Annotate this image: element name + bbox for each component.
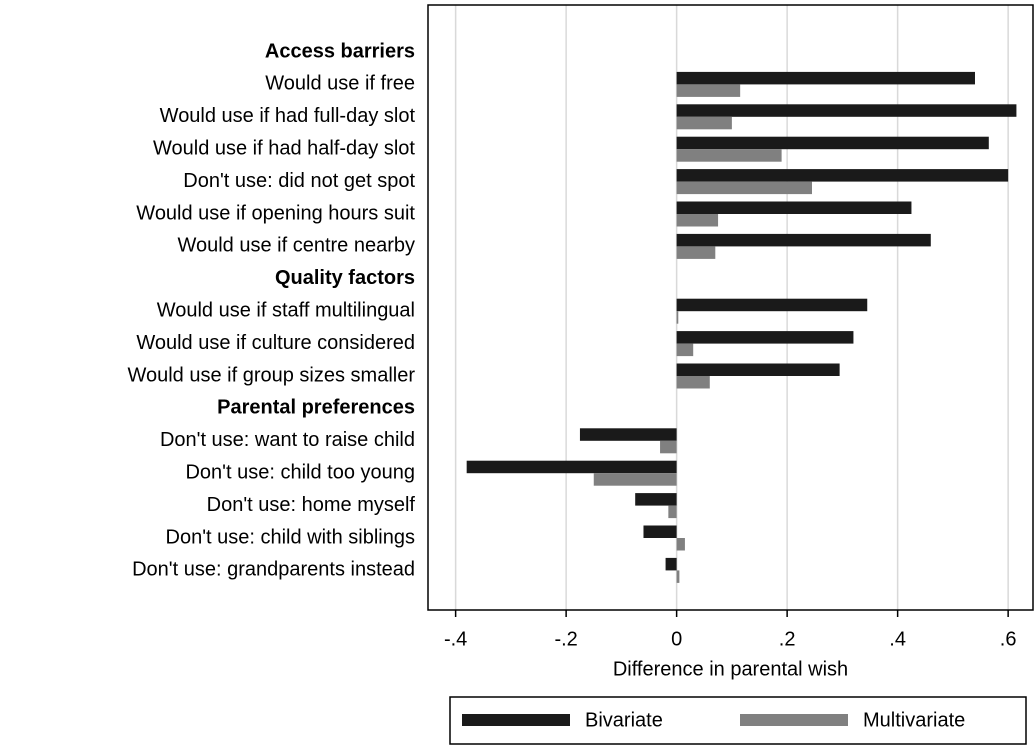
- x-tick-label: .4: [889, 628, 906, 650]
- bar: [668, 505, 677, 519]
- category-label: Would use if had half-day slot: [153, 137, 415, 159]
- bar: [466, 460, 677, 474]
- plot-frame: [427, 4, 1034, 611]
- category-label: Would use if group sizes smaller: [127, 364, 415, 386]
- bar: [676, 343, 694, 357]
- category-label: Would use if opening hours suit: [136, 202, 415, 224]
- legend-label: Multivariate: [863, 709, 965, 731]
- bar: [635, 493, 677, 506]
- category-label: Don't use: child too young: [185, 461, 415, 483]
- bar: [676, 201, 912, 214]
- category-label: Would use if had full-day slot: [160, 105, 416, 127]
- bar: [676, 311, 679, 324]
- category-label: Don't use: child with siblings: [166, 526, 416, 548]
- bar: [676, 169, 1009, 182]
- bar: [676, 331, 854, 344]
- group-header: Quality factors: [275, 267, 415, 289]
- x-tick-label: .2: [779, 628, 796, 650]
- x-axis-title: Difference in parental wish: [613, 658, 848, 680]
- x-tick-label: -.4: [444, 628, 467, 650]
- bar: [676, 84, 741, 97]
- legend-swatch: [462, 714, 570, 726]
- category-label: Would use if staff multilingual: [157, 299, 415, 321]
- bar: [676, 538, 685, 551]
- bar: [676, 104, 1017, 117]
- bar: [676, 246, 716, 259]
- category-label: Don't use: want to raise child: [160, 429, 415, 451]
- category-label: Would use if centre nearby: [177, 235, 415, 257]
- legend-swatch: [740, 714, 848, 726]
- category-label: Don't use: home myself: [207, 494, 416, 516]
- legend-label: Bivariate: [585, 709, 663, 731]
- x-tick-label: -.2: [554, 628, 577, 650]
- bar: [676, 116, 732, 130]
- bar: [676, 71, 975, 85]
- bar: [676, 298, 868, 312]
- bar: [676, 376, 710, 389]
- bar: [676, 233, 931, 247]
- bar: [676, 214, 719, 227]
- category-label: Would use if free: [265, 73, 415, 95]
- bar: [579, 428, 677, 441]
- bar: [676, 149, 782, 162]
- bar: [660, 440, 677, 454]
- bar: [643, 525, 677, 538]
- category-label: Don't use: grandparents instead: [132, 559, 415, 581]
- bar: [676, 136, 989, 150]
- x-tick-label: .6: [1000, 628, 1017, 650]
- bar: [593, 473, 677, 486]
- bar: [676, 570, 680, 583]
- bar: [676, 181, 812, 195]
- x-tick-label: 0: [671, 628, 682, 650]
- category-label: Would use if culture considered: [136, 332, 415, 354]
- bar: [676, 363, 840, 376]
- group-header: Access barriers: [265, 40, 415, 62]
- group-header: Parental preferences: [217, 397, 415, 419]
- bar: [665, 557, 677, 571]
- category-label: Don't use: did not get spot: [183, 170, 415, 192]
